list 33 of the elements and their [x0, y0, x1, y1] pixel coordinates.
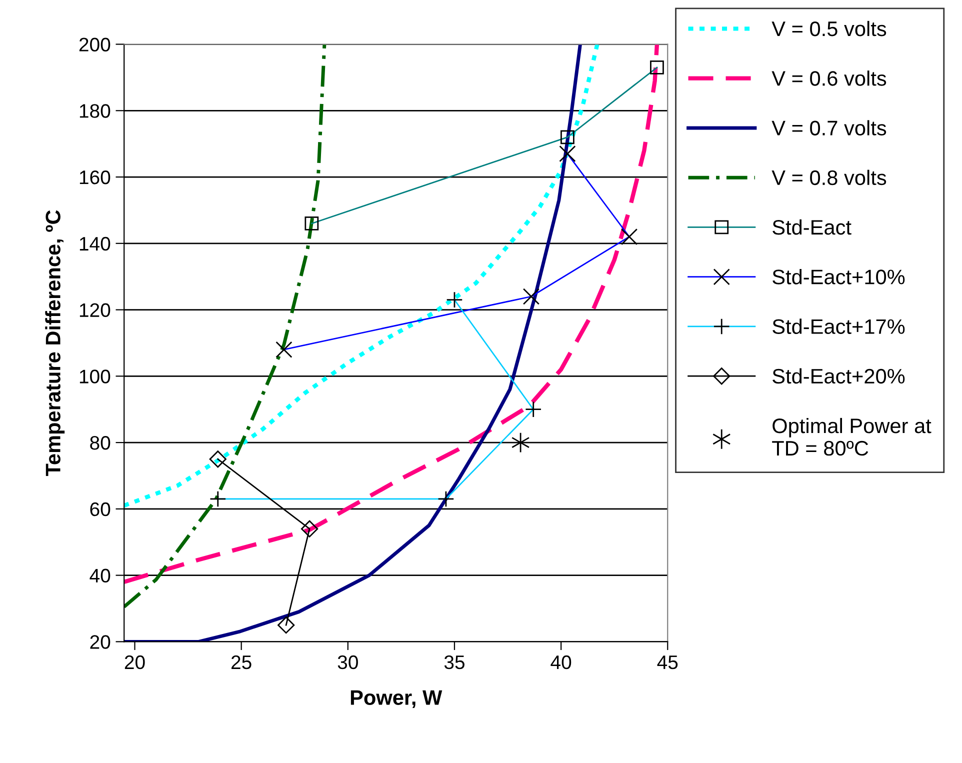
- y-axis-title: Temperature Difference, ºC: [45, 210, 65, 476]
- x-axis-title: Power, W: [350, 690, 442, 708]
- line-series: [124, 44, 660, 584]
- x-tick-label: 45: [657, 656, 678, 670]
- legend-label: V = 0.5 volts: [772, 20, 886, 36]
- y-tick-label: 60: [90, 502, 110, 516]
- x-tick-label: 30: [338, 655, 358, 670]
- y-tick-label: 160: [80, 170, 110, 184]
- legend-label: Std-Eact+10%: [772, 269, 905, 284]
- line-series: [124, 44, 600, 508]
- point: [209, 450, 226, 468]
- y-tick-label: 20: [90, 635, 110, 649]
- legend-label: Std-Eact: [772, 219, 852, 235]
- legend-label: Optimal Power at TD = 80ºC: [772, 418, 932, 456]
- legend-label: Std-Eact+20%: [772, 368, 905, 384]
- y-tick-label: 120: [80, 303, 110, 318]
- y-tick-label: 200: [79, 38, 110, 52]
- y-tick-label: 80: [90, 436, 110, 450]
- x-tick-label: 40: [550, 655, 572, 670]
- legend-label: Std-Eact+17%: [772, 318, 905, 334]
- line-series: [124, 44, 326, 609]
- x-tick-label: 20: [124, 655, 145, 670]
- y-tick-label: 180: [80, 104, 110, 118]
- x-tick-label: 25: [231, 655, 252, 670]
- x-tick-label: 35: [444, 655, 464, 670]
- point: [278, 616, 295, 634]
- legend-label: V = 0.8 volts: [772, 170, 886, 186]
- legend-label: V = 0.7 volts: [772, 120, 886, 136]
- legend-label: V = 0.6 volts: [772, 70, 886, 86]
- y-tick-label: 140: [80, 236, 110, 251]
- y-tick-label: 100: [80, 370, 110, 384]
- y-tick-label: 40: [90, 568, 110, 583]
- point: [300, 520, 318, 538]
